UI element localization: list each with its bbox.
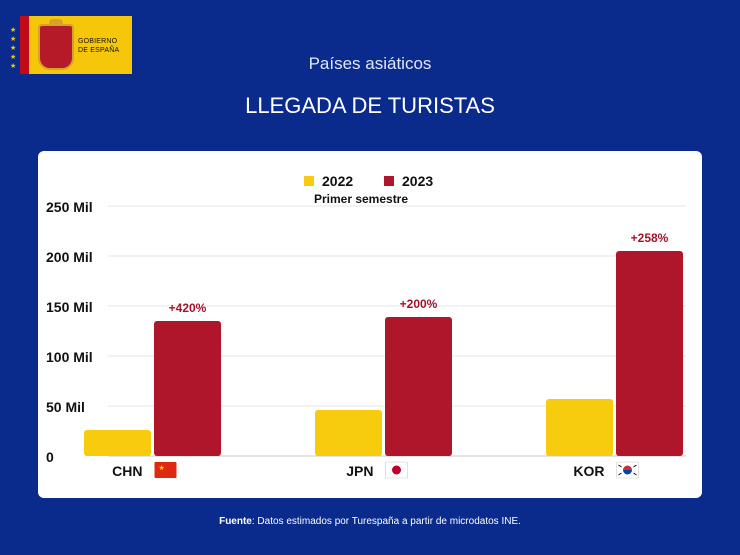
eu-stars-icon: ★ ★ ★ ★ ★ xyxy=(10,27,17,70)
bar-chart: 0 50 Mil 100 Mil 150 Mil 200 Mil 250 Mil 2022 2… xyxy=(46,173,686,479)
government-logo: GOBIERNO DE ESPAÑA xyxy=(20,16,132,74)
growth-label-CHN: +420% xyxy=(169,301,207,315)
chart-subtitle: Primer semestre xyxy=(314,192,408,206)
y-tick-label: 0 xyxy=(46,449,54,465)
korea-flag-trigram-icon xyxy=(618,472,622,476)
y-tick-label: 250 Mil xyxy=(46,199,93,215)
japan-flag-disc-icon xyxy=(392,465,401,475)
chart-card: 0 50 Mil 100 Mil 150 Mil 200 Mil 250 Mil 2022 2… xyxy=(38,151,702,498)
legend-swatch-2023 xyxy=(384,176,394,186)
bar-CHN-2023 xyxy=(154,321,221,456)
growth-label-JPN: +200% xyxy=(400,297,438,311)
x-tick-label-KOR: KOR xyxy=(573,463,604,479)
x-tick-label-JPN: JPN xyxy=(346,463,373,479)
legend-swatch-2022 xyxy=(304,176,314,186)
bar-KOR-2022 xyxy=(546,399,613,456)
coat-of-arms-icon xyxy=(38,19,74,70)
korea-flag-bottom-icon xyxy=(623,470,632,475)
bar-KOR-2023 xyxy=(616,251,683,456)
korea-flag-trigram-icon xyxy=(633,464,637,468)
page-subtitle: Países asiáticos xyxy=(308,54,432,73)
legend-label-2022: 2022 xyxy=(322,173,353,189)
bar-JPN-2023 xyxy=(385,317,452,456)
logo-red-bar xyxy=(20,16,29,74)
source-label: Fuente xyxy=(219,516,252,527)
korea-flag-trigram-icon xyxy=(618,464,622,468)
y-tick-label: 200 Mil xyxy=(46,249,93,265)
logo-text: GOBIERNO DE ESPAÑA xyxy=(78,38,120,54)
legend-label-2023: 2023 xyxy=(402,173,433,189)
korea-flag-trigram-icon xyxy=(633,472,637,476)
bar-JPN-2022 xyxy=(315,410,382,456)
x-tick-label-CHN: CHN xyxy=(112,463,142,479)
page-title: LLEGADA DE TURISTAS xyxy=(245,93,495,118)
bar-CHN-2022 xyxy=(84,430,151,456)
y-tick-label: 50 Mil xyxy=(46,399,85,415)
y-tick-label: 150 Mil xyxy=(46,299,93,315)
growth-label-KOR: +258% xyxy=(631,231,669,245)
korea-flag-top-icon xyxy=(623,465,632,470)
china-flag-star-icon: ★ xyxy=(159,464,165,472)
china-flag-icon xyxy=(154,462,177,478)
source-text: : Datos estimados por Turespaña a partir… xyxy=(251,516,521,527)
source-footer: Fuente: Datos estimados por Turespaña a … xyxy=(0,516,740,527)
y-tick-label: 100 Mil xyxy=(46,349,93,365)
